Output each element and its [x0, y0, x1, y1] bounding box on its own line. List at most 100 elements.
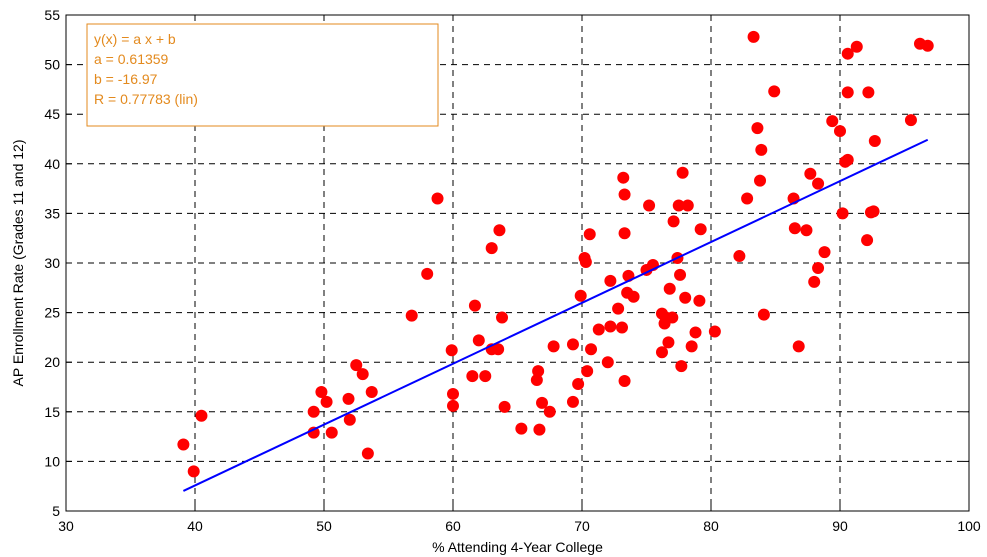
data-point — [921, 39, 934, 52]
data-point — [533, 423, 546, 436]
data-point — [861, 234, 874, 247]
data-point — [666, 311, 679, 324]
data-point — [492, 343, 505, 356]
x-tick-label: 40 — [187, 518, 203, 534]
data-point — [585, 343, 598, 356]
x-tick-label: 70 — [574, 518, 590, 534]
data-point — [485, 242, 498, 255]
data-point — [850, 40, 863, 53]
data-point — [672, 199, 685, 212]
data-point — [617, 171, 630, 184]
data-point — [754, 174, 767, 187]
data-point — [834, 125, 846, 138]
y-tick-label: 45 — [44, 106, 60, 122]
data-point — [195, 409, 208, 422]
data-point — [788, 222, 801, 235]
data-point — [751, 122, 764, 135]
x-tick-label: 100 — [957, 518, 981, 534]
data-point — [530, 374, 543, 387]
data-point — [187, 465, 200, 478]
grid-lines — [66, 15, 969, 511]
x-axis-label: % Attending 4-Year College — [432, 539, 603, 555]
data-point — [689, 326, 702, 339]
data-point — [663, 282, 676, 295]
data-point — [836, 207, 849, 220]
data-point — [325, 426, 338, 439]
y-tick-label: 20 — [44, 354, 60, 370]
data-point — [655, 346, 668, 359]
y-tick-label: 15 — [44, 404, 60, 420]
data-point — [498, 400, 511, 413]
data-point — [445, 344, 458, 357]
data-point — [612, 302, 625, 315]
data-point — [421, 267, 434, 280]
data-point — [536, 396, 549, 409]
data-point — [583, 228, 596, 241]
data-point — [177, 438, 190, 451]
data-point — [792, 340, 805, 353]
data-point — [342, 392, 355, 405]
data-point — [532, 365, 545, 378]
y-tick-label: 35 — [44, 205, 60, 221]
data-point — [361, 447, 374, 460]
fit-annotation: y(x) = a x + b a = 0.61359 b = -16.97 R … — [86, 23, 439, 127]
data-point — [515, 422, 528, 435]
data-point — [755, 143, 768, 156]
data-point — [862, 86, 875, 99]
y-tick-label: 55 — [44, 7, 60, 23]
data-point — [681, 199, 694, 212]
y-tick-labels: 5 10 15 20 25 30 35 40 45 50 55 — [44, 7, 60, 519]
data-point — [493, 224, 506, 237]
data-point — [694, 223, 707, 236]
fit-line — [182, 138, 929, 492]
data-point — [572, 378, 585, 391]
y-tick-label: 50 — [44, 57, 60, 73]
data-point — [320, 395, 333, 408]
data-point — [496, 311, 509, 324]
data-point — [468, 299, 481, 312]
data-point — [574, 289, 587, 302]
data-point — [447, 387, 459, 400]
data-point — [662, 336, 675, 349]
data-point — [627, 290, 640, 303]
data-point — [592, 323, 605, 336]
data-point — [685, 340, 698, 353]
data-point — [768, 85, 781, 98]
data-point — [747, 30, 760, 43]
data-point — [350, 359, 363, 372]
data-point — [675, 360, 688, 373]
data-point — [676, 166, 689, 179]
data-point — [818, 246, 831, 259]
data-point — [472, 334, 485, 347]
data-point — [618, 188, 631, 201]
x-tick-label: 80 — [703, 518, 719, 534]
y-tick-label: 30 — [44, 255, 60, 271]
axis-ticks — [65, 14, 970, 512]
data-point — [867, 205, 880, 218]
x-tick-labels: 30 40 50 60 70 80 90 100 — [58, 518, 981, 534]
data-point — [581, 365, 594, 378]
data-point — [431, 192, 444, 205]
data-point — [566, 395, 579, 408]
data-point — [466, 370, 479, 383]
data-point — [804, 167, 817, 180]
data-point — [343, 413, 356, 426]
data-point — [479, 370, 492, 383]
data-point — [812, 261, 825, 274]
x-tick-label: 30 — [58, 518, 74, 534]
data-point — [604, 320, 617, 333]
data-point — [405, 309, 418, 322]
data-point — [800, 224, 813, 237]
data-point — [315, 385, 328, 398]
data-point — [604, 274, 617, 287]
data-point — [679, 291, 692, 304]
data-point — [733, 250, 746, 263]
data-point — [904, 114, 917, 127]
data-point — [618, 375, 631, 388]
data-point — [812, 177, 825, 190]
y-tick-label: 25 — [44, 305, 60, 321]
y-axis-label: AP Enrollment Rate (Grades 11 and 12) — [10, 140, 26, 387]
fit-coefficient-a: a = 0.61359 — [94, 51, 169, 67]
data-point — [547, 340, 560, 353]
